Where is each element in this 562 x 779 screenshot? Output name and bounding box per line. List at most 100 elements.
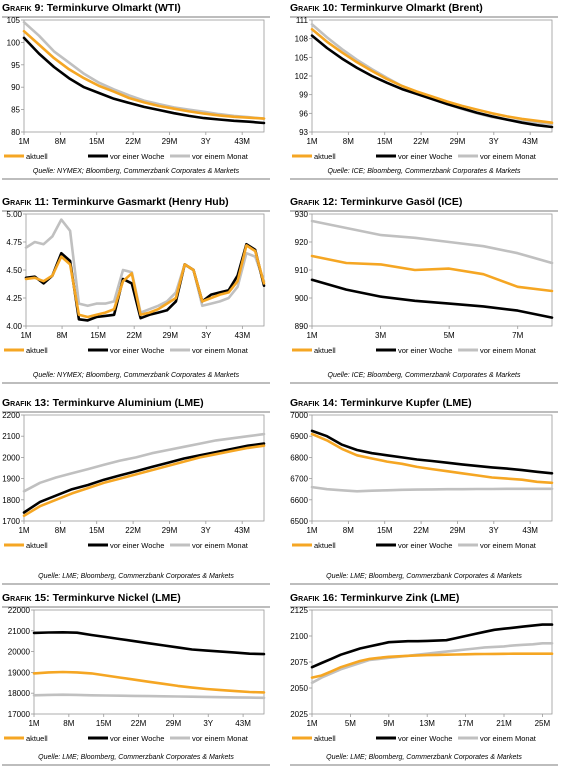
chart-title: Grafik 14: Terminkurve Kupfer (LME) <box>290 397 558 413</box>
chart-brent: 93 96 99 102 105 108 111 1M 8M 15M 22M 29M 3Y 43M aktu… <box>292 16 554 161</box>
chart-title: Grafik 13: Terminkurve Aluminium (LME) <box>2 397 270 413</box>
x-tick-label: 15M <box>377 137 393 146</box>
y-tick-label: 2000 <box>2 453 20 462</box>
chart-panel-nickel: Grafik 15: Terminkurve Nickel (LME) 1700… <box>2 592 270 779</box>
series-line-monat <box>32 693 266 700</box>
series-line-monat <box>22 432 266 493</box>
chart-source: Quelle: LME; Bloomberg, Commerzbank Corp… <box>2 754 270 766</box>
legend-label-woche: vor einer Woche <box>110 152 164 161</box>
y-tick-label: 4.25 <box>6 294 22 303</box>
y-tick-label: 100 <box>7 38 21 47</box>
y-tick-label: 20000 <box>8 648 31 657</box>
legend-label-woche: vor einer Woche <box>398 346 452 355</box>
chart-kupfer: 6500 6600 6700 6800 6900 7000 1M 8M 15M 22M 29M 3Y 4… <box>290 411 554 550</box>
x-tick-label: 1M <box>306 526 317 535</box>
series-line-aktuell <box>22 444 266 517</box>
chart-source: Quelle: ICE; Bloomberg, Commerzbank Corp… <box>290 168 558 180</box>
y-tick-label: 80 <box>11 128 20 137</box>
chart-source: Quelle: NYMEX; Bloomberg, Commerzbank Co… <box>2 372 270 384</box>
series-line-aktuell <box>310 254 554 293</box>
y-tick-label: 2100 <box>290 632 308 641</box>
x-tick-label: 1M <box>306 719 317 728</box>
x-tick-label: 1M <box>20 331 31 340</box>
x-tick-label: 3Y <box>201 331 211 340</box>
legend-label-woche: vor einer Woche <box>398 541 452 550</box>
y-tick-label: 4.50 <box>6 266 22 275</box>
series-line-monat <box>310 219 554 265</box>
y-tick-label: 22000 <box>8 606 31 615</box>
y-tick-label: 4.75 <box>6 238 22 247</box>
series-line-woche <box>310 429 554 475</box>
y-tick-label: 96 <box>299 109 308 118</box>
plot-frame <box>311 609 553 715</box>
legend-label-aktuell: aktuell <box>314 734 336 743</box>
x-tick-label: 8M <box>55 137 66 146</box>
y-tick-label: 6900 <box>290 432 308 441</box>
y-tick-label: 6600 <box>290 496 308 505</box>
x-tick-label: 15M <box>96 719 112 728</box>
y-tick-label: 6700 <box>290 475 308 484</box>
y-tick-label: 2100 <box>2 432 20 441</box>
y-tick-label: 111 <box>296 16 309 25</box>
x-tick-label: 22M <box>125 137 141 146</box>
legend-label-monat: vor einem Monat <box>480 541 537 550</box>
plot-frame <box>25 213 265 327</box>
legend-label-monat: vor einem Monat <box>480 734 537 743</box>
y-tick-label: 910 <box>295 266 309 275</box>
y-tick-label: 930 <box>295 210 309 219</box>
series-line-aktuell <box>310 432 554 485</box>
plot-frame <box>311 414 553 522</box>
y-tick-label: 890 <box>295 322 309 331</box>
legend-label-monat: vor einem Monat <box>192 541 249 550</box>
y-tick-label: 5.00 <box>6 210 22 219</box>
x-tick-label: 21M <box>496 719 512 728</box>
x-tick-label: 17M <box>458 719 474 728</box>
legend-label-monat: vor einem Monat <box>480 152 537 161</box>
chart-panel-gasoel: Grafik 12: Terminkurve Gasöl (ICE) 890 90… <box>290 196 558 384</box>
y-tick-label: 6500 <box>290 517 308 526</box>
chart-panel-zink: Grafik 16: Terminkurve Zink (LME) 2025 20… <box>290 592 558 779</box>
legend-label-woche: vor einer Woche <box>110 541 164 550</box>
legend-label-monat: vor einem Monat <box>192 346 249 355</box>
y-tick-label: 99 <box>299 91 308 100</box>
x-tick-label: 22M <box>413 137 429 146</box>
x-tick-label: 29M <box>166 719 182 728</box>
series-line-woche <box>310 34 554 129</box>
series-line-monat <box>310 23 554 126</box>
x-tick-label: 8M <box>63 719 74 728</box>
legend-label-woche: vor einer Woche <box>110 346 164 355</box>
y-tick-label: 90 <box>11 83 20 92</box>
series-line-woche <box>24 242 266 322</box>
y-tick-label: 4.00 <box>6 322 22 331</box>
x-tick-label: 7M <box>512 331 523 340</box>
chart-title: Grafik 16: Terminkurve Zink (LME) <box>290 592 558 608</box>
y-tick-label: 7000 <box>290 411 308 420</box>
x-tick-label: 43M <box>235 331 251 340</box>
y-tick-label: 21000 <box>8 627 31 636</box>
x-tick-label: 22M <box>413 526 429 535</box>
chart-source: Quelle: LME; Bloomberg, Commerzbank Corp… <box>290 754 558 766</box>
y-tick-label: 2050 <box>290 684 308 693</box>
chart-panel-brent: Grafik 10: Terminkurve Olmarkt (Brent) 9… <box>290 2 558 189</box>
y-tick-label: 900 <box>295 294 309 303</box>
x-tick-label: 43M <box>234 137 250 146</box>
legend-label-aktuell: aktuell <box>26 152 48 161</box>
series-line-monat <box>310 485 554 493</box>
x-tick-label: 22M <box>125 526 141 535</box>
x-tick-label: 8M <box>55 526 66 535</box>
plot-frame <box>311 19 553 133</box>
x-tick-label: 1M <box>18 526 29 535</box>
plot-frame <box>33 609 265 715</box>
legend-label-aktuell: aktuell <box>26 734 48 743</box>
y-tick-label: 1900 <box>2 475 20 484</box>
y-tick-label: 6800 <box>290 453 308 462</box>
x-tick-label: 1M <box>28 719 39 728</box>
y-tick-label: 19000 <box>8 668 31 677</box>
legend-label-monat: vor einem Monat <box>192 734 249 743</box>
x-tick-label: 3M <box>375 331 386 340</box>
chart-aluminium: 1700 1800 1900 2000 2100 2200 1M 8M 15M 22M 29M 3Y 4… <box>2 411 266 550</box>
y-tick-label: 2200 <box>2 411 20 420</box>
y-tick-label: 105 <box>7 16 21 25</box>
x-tick-label: 5M <box>345 719 356 728</box>
plot-frame <box>23 19 265 133</box>
